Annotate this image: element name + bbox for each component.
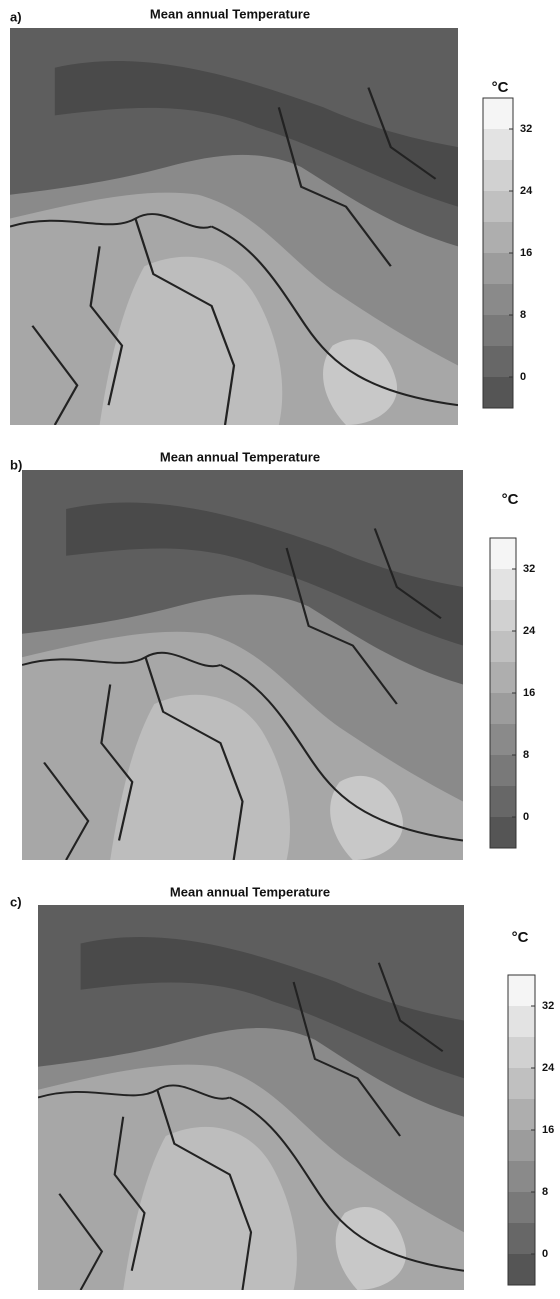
tick-label: 32 — [520, 123, 532, 135]
panel-label: c) — [10, 894, 22, 909]
colorbar-band — [483, 284, 513, 315]
colorbar-band — [490, 631, 516, 662]
panel-label: a) — [10, 9, 22, 24]
colorbar-band — [490, 569, 516, 600]
colorbar-band — [508, 1254, 535, 1285]
colorbar-band — [508, 1130, 535, 1161]
colorbar-band — [508, 1099, 535, 1130]
panel-title: Mean annual Temperature — [150, 6, 310, 21]
colorbar: 0 8 16 24 32 — [490, 538, 536, 848]
tick-label: 16 — [523, 687, 535, 699]
tick-label: 8 — [520, 309, 526, 321]
tick-label: 0 — [542, 1248, 548, 1260]
tick-label: 16 — [542, 1124, 554, 1136]
colorbar-band — [490, 538, 516, 569]
colorbar-band — [508, 1068, 535, 1099]
colorbar-band — [483, 129, 513, 160]
colorbar-band — [490, 662, 516, 693]
tick-label: 24 — [542, 1062, 555, 1074]
map — [22, 470, 463, 860]
panel-label: b) — [10, 457, 22, 472]
colorbar-band — [483, 98, 513, 129]
colorbar-band — [483, 315, 513, 346]
tick-label: 24 — [523, 625, 536, 637]
tick-label: 8 — [542, 1186, 548, 1198]
colorbar-band — [508, 1192, 535, 1223]
panel-a: a) Mean annual Temperature °C — [10, 6, 509, 425]
tick-label: 32 — [542, 1000, 554, 1012]
colorbar-band — [490, 755, 516, 786]
tick-label: 16 — [520, 247, 532, 259]
colorbar-band — [508, 1223, 535, 1254]
panel-title: Mean annual Temperature — [160, 449, 320, 464]
panel-c: c) Mean annual Temperature °C — [10, 884, 529, 1290]
colorbar-band — [490, 693, 516, 724]
colorbar-band — [490, 817, 516, 848]
colorbar-band — [490, 600, 516, 631]
figure: a) Mean annual Temperature °C b) Mean an… — [0, 0, 560, 1299]
colorbar-band — [490, 724, 516, 755]
colorbar: 0 8 16 24 32 — [508, 975, 555, 1285]
tick-label: 32 — [523, 563, 535, 575]
colorbar-band — [490, 786, 516, 817]
colorbar-band — [483, 160, 513, 191]
tick-label: 24 — [520, 185, 533, 197]
colorbar-band — [508, 1037, 535, 1068]
unit: °C — [492, 79, 509, 96]
colorbar-band — [483, 222, 513, 253]
map — [38, 905, 464, 1290]
unit: °C — [512, 929, 529, 946]
colorbar-band — [483, 346, 513, 377]
tick-label: 0 — [523, 811, 529, 823]
colorbar-band — [508, 1006, 535, 1037]
colorbar-band — [483, 253, 513, 284]
colorbar-band — [483, 377, 513, 408]
map — [10, 28, 458, 425]
unit: °C — [502, 491, 519, 508]
panel-title: Mean annual Temperature — [170, 884, 330, 899]
colorbar-band — [508, 1161, 535, 1192]
colorbar: 0 8 16 24 32 — [483, 98, 533, 408]
panel-b: b) Mean annual Temperature °C — [10, 449, 519, 860]
colorbar-band — [508, 975, 535, 1006]
tick-label: 0 — [520, 371, 526, 383]
colorbar-band — [483, 191, 513, 222]
tick-label: 8 — [523, 749, 529, 761]
